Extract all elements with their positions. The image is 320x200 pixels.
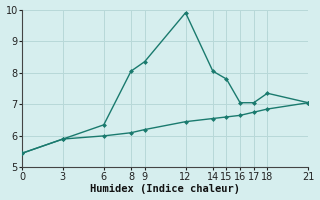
X-axis label: Humidex (Indice chaleur): Humidex (Indice chaleur) [90,184,240,194]
